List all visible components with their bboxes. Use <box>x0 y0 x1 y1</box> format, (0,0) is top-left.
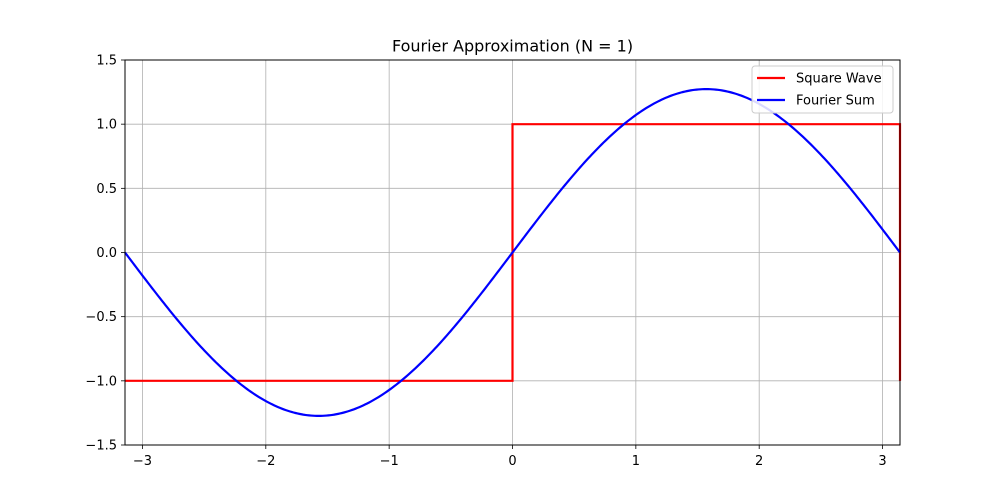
y-tick-label: −1.5 <box>85 439 117 454</box>
y-tick-label: 1.0 <box>96 118 117 133</box>
x-tick-label: 1 <box>632 454 640 469</box>
y-tick-label: −0.5 <box>85 310 117 325</box>
legend: Square Wave Fourier Sum <box>751 65 894 114</box>
x-tick-label: 0 <box>508 454 516 469</box>
x-tick-label: −2 <box>256 454 275 469</box>
y-tick-label: 1.5 <box>96 54 117 69</box>
x-tick-label: −3 <box>133 454 152 469</box>
legend-label: Square Wave <box>796 72 882 87</box>
y-tick-label: 0.0 <box>96 246 117 261</box>
axis-ticks: −3 −2 −1 0 1 2 3 −1.5 −1.0 −0.5 0.0 0.5 1.0 1.5 <box>85 54 886 470</box>
y-tick-label: −1.0 <box>85 374 117 389</box>
x-tick-label: 2 <box>755 454 763 469</box>
x-tick-label: −1 <box>380 454 399 469</box>
y-tick-label: 0.5 <box>96 182 117 197</box>
chart-title: Fourier Approximation (N = 1) <box>392 37 633 56</box>
legend-label: Fourier Sum <box>796 94 875 109</box>
x-tick-label: 3 <box>878 454 886 469</box>
legend-box <box>751 65 894 114</box>
